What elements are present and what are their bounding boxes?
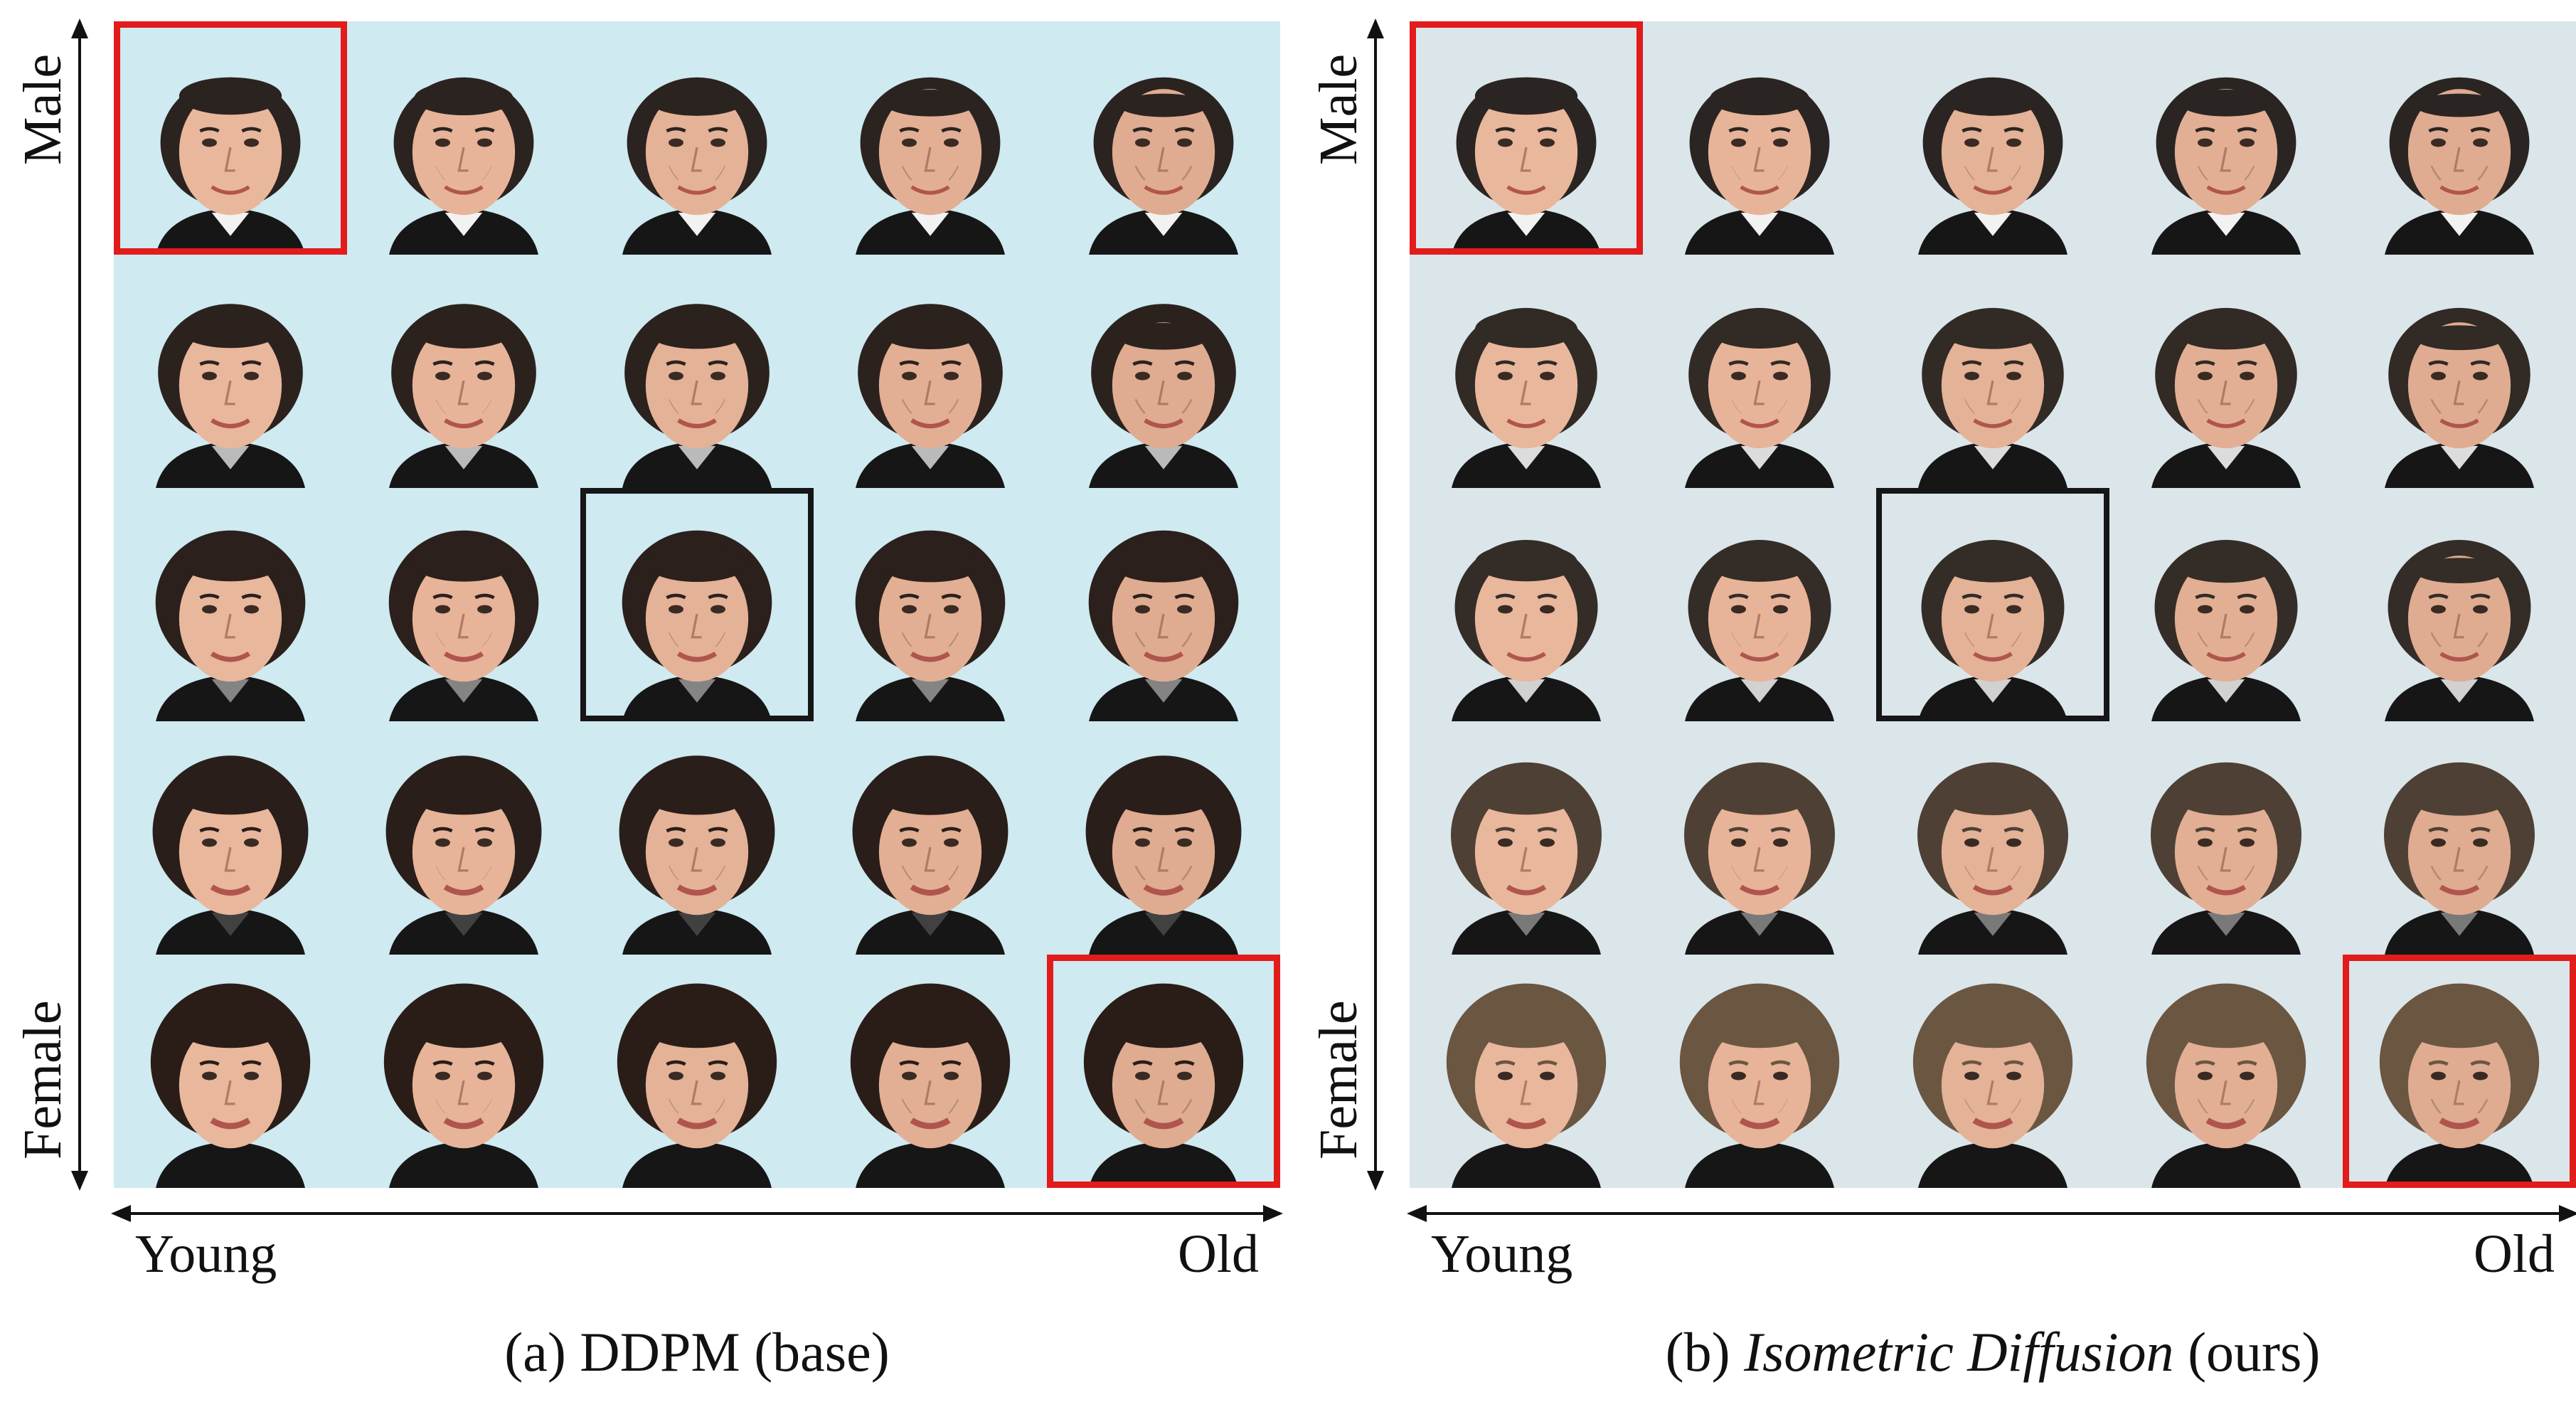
face-grid <box>114 21 1280 1188</box>
caption: (a) DDPM (base) <box>114 1324 1280 1380</box>
face-cell <box>814 21 1047 255</box>
face-cell <box>347 21 580 255</box>
face-cell <box>347 721 580 955</box>
axis-label-old: Old <box>1178 1224 1259 1284</box>
face-cell <box>2343 255 2576 488</box>
face-cell <box>580 21 814 255</box>
gender-axis-arrow <box>1367 18 1384 1191</box>
age-axis-arrow <box>1407 1205 2576 1222</box>
face-cell <box>814 255 1047 488</box>
face-cell <box>1643 255 1876 488</box>
face-grid <box>1410 21 2576 1188</box>
face-cell <box>1410 955 1643 1188</box>
face-cell <box>1410 21 1643 255</box>
face-cell <box>1047 955 1280 1188</box>
axis-label-male: Male <box>1309 53 1368 165</box>
panel-a-ddpm: Male Female <box>0 0 1283 1407</box>
face-cell <box>1410 721 1643 955</box>
face-cell <box>2343 955 2576 1188</box>
face-cell <box>2343 21 2576 255</box>
face-cell <box>580 955 814 1188</box>
face-cell <box>814 721 1047 955</box>
face-cell <box>114 21 347 255</box>
axis-label-female: Female <box>13 1000 73 1159</box>
face-cell <box>1643 955 1876 1188</box>
face-cell <box>114 955 347 1188</box>
axis-label-young: Young <box>135 1224 277 1284</box>
face-cell <box>580 488 814 721</box>
panel-b-isometric-diffusion: Male Female <box>1296 0 2576 1407</box>
face-cell <box>1876 955 2109 1188</box>
caption-suffix: (ours) <box>2173 1321 2321 1383</box>
caption-prefix: (a) DDPM (base) <box>504 1321 890 1383</box>
axis-label-young: Young <box>1431 1224 1573 1284</box>
face-cell <box>2109 21 2343 255</box>
face-cell <box>2343 721 2576 955</box>
face-cell <box>2109 255 2343 488</box>
face-cell <box>814 488 1047 721</box>
face-cell <box>114 488 347 721</box>
face-cell <box>1047 21 1280 255</box>
face-cell <box>1047 721 1280 955</box>
face-cell <box>114 255 347 488</box>
axis-label-male: Male <box>13 53 73 165</box>
face-cell <box>814 955 1047 1188</box>
age-axis-arrow <box>111 1205 1283 1222</box>
caption-prefix: (b) <box>1665 1321 1745 1383</box>
face-cell <box>2109 955 2343 1188</box>
face-cell <box>114 721 347 955</box>
axis-label-old: Old <box>2474 1224 2555 1284</box>
face-cell <box>1643 721 1876 955</box>
face-cell <box>1047 488 1280 721</box>
face-cell <box>1876 721 2109 955</box>
face-cell <box>580 255 814 488</box>
face-cell <box>1876 488 2109 721</box>
face-cell <box>1876 21 2109 255</box>
face-cell <box>347 255 580 488</box>
face-cell <box>1876 255 2109 488</box>
face-cell <box>1410 255 1643 488</box>
face-cell <box>2343 488 2576 721</box>
caption: (b) Isometric Diffusion (ours) <box>1410 1324 2576 1380</box>
face-cell <box>347 488 580 721</box>
face-cell <box>1643 488 1876 721</box>
caption-italic: Isometric Diffusion <box>1744 1321 2174 1383</box>
face-cell <box>347 955 580 1188</box>
face-cell <box>1410 488 1643 721</box>
axis-label-female: Female <box>1309 1000 1368 1159</box>
face-cell <box>2109 488 2343 721</box>
face-cell <box>580 721 814 955</box>
gender-axis-arrow <box>71 18 88 1191</box>
face-cell <box>1047 255 1280 488</box>
face-cell <box>1643 21 1876 255</box>
face-cell <box>2109 721 2343 955</box>
